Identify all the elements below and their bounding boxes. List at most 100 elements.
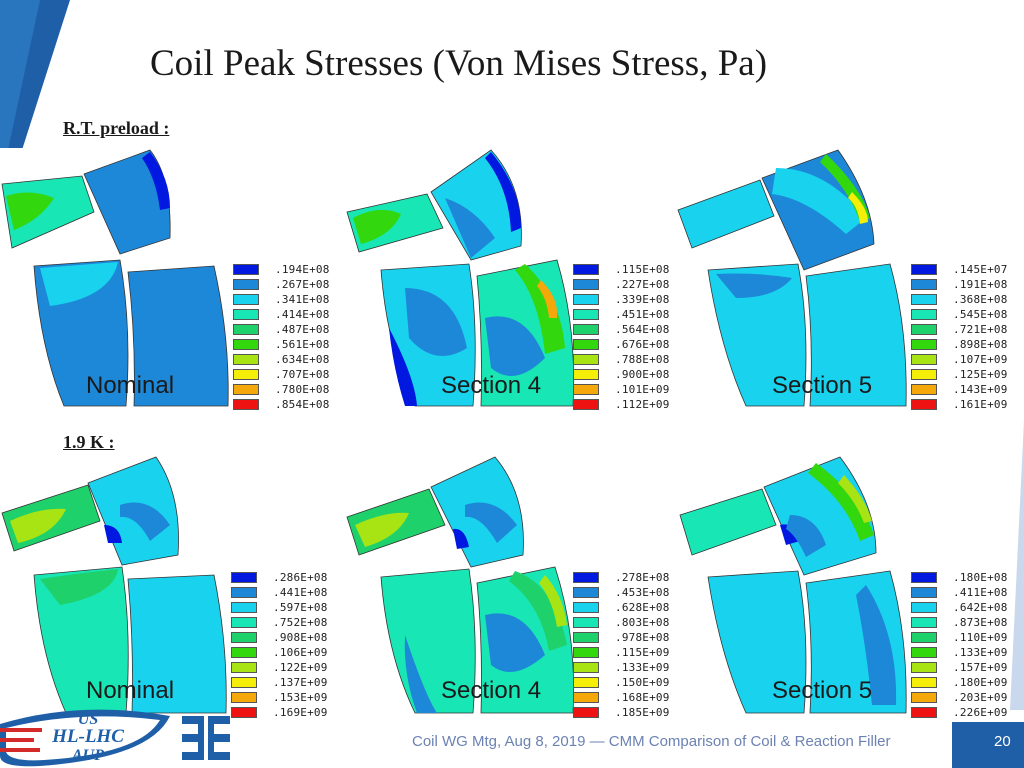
legend-value: .414E+08 — [275, 308, 330, 321]
legend-entry: .900E+08 — [573, 367, 693, 382]
legend-entry: .898E+08 — [911, 337, 1024, 352]
legend-value: .191E+08 — [953, 278, 1008, 291]
legend-entry: .107E+09 — [911, 352, 1024, 367]
legend-swatch — [233, 309, 259, 320]
stress-panel-rt-section-4: Section 4 .115E+08 .227E+08 .339E+08 .45… — [345, 148, 685, 413]
footer-text: Coil WG Mtg, Aug 8, 2019 — CMM Compariso… — [412, 733, 891, 750]
legend-value: .115E+08 — [615, 263, 670, 276]
legend-value: .180E+08 — [953, 571, 1008, 584]
legend-value: .185E+09 — [615, 706, 670, 719]
case-label: Nominal — [86, 677, 175, 704]
stress-contour-plot — [346, 149, 575, 407]
legend-entry: .150E+09 — [573, 675, 693, 690]
legend-swatch — [233, 324, 259, 335]
legend-value: .339E+08 — [615, 293, 670, 306]
slide-title: Coil Peak Stresses (Von Mises Stress, Pa… — [150, 43, 768, 84]
legend-swatch — [231, 677, 257, 688]
legend-value: .707E+08 — [275, 368, 330, 381]
corner-decoration — [0, 0, 70, 150]
legend-value: .194E+08 — [275, 263, 330, 276]
color-legend: .180E+08 .411E+08 .642E+08 .873E+08 .110… — [911, 570, 1024, 720]
legend-value: .721E+08 — [953, 323, 1008, 336]
legend-entry: .226E+09 — [911, 705, 1024, 720]
legend-swatch — [573, 384, 599, 395]
legend-swatch — [573, 677, 599, 688]
legend-entry: .157E+09 — [911, 660, 1024, 675]
legend-swatch — [911, 264, 937, 275]
stress-contour-plot — [677, 149, 907, 407]
legend-entry: .487E+08 — [233, 322, 353, 337]
legend-entry: .634E+08 — [233, 352, 353, 367]
right-edge-decoration — [1010, 420, 1024, 710]
legend-value: .153E+09 — [273, 691, 328, 704]
legend-entry: .267E+08 — [233, 277, 353, 292]
legend-entry: .873E+08 — [911, 615, 1024, 630]
legend-swatch — [911, 617, 937, 628]
case-label: Nominal — [86, 372, 175, 399]
legend-entry: .112E+09 — [573, 397, 693, 412]
legend-swatch — [573, 587, 599, 598]
legend-entry: .978E+08 — [573, 630, 693, 645]
legend-value: .676E+08 — [615, 338, 670, 351]
legend-entry: .803E+08 — [573, 615, 693, 630]
legend-value: .628E+08 — [615, 601, 670, 614]
legend-swatch — [911, 279, 937, 290]
legend-value: .873E+08 — [953, 616, 1008, 629]
legend-value: .780E+08 — [275, 383, 330, 396]
legend-entry: .191E+08 — [911, 277, 1024, 292]
legend-swatch — [233, 399, 259, 410]
legend-swatch — [573, 399, 599, 410]
legend-swatch — [231, 662, 257, 673]
legend-entry: .368E+08 — [911, 292, 1024, 307]
legend-swatch — [911, 294, 937, 305]
legend-entry: .133E+09 — [573, 660, 693, 675]
legend-value: .168E+09 — [615, 691, 670, 704]
legend-entry: .707E+08 — [233, 367, 353, 382]
case-label: Section 4 — [441, 677, 542, 704]
legend-swatch — [911, 662, 937, 673]
color-legend: .194E+08 .267E+08 .341E+08 .414E+08 .487… — [233, 262, 353, 412]
legend-entry: .180E+09 — [911, 675, 1024, 690]
stress-panel-rt-section-5: Section 5 .145E+07 .191E+08 .368E+08 .54… — [676, 148, 1016, 413]
legend-swatch — [233, 384, 259, 395]
legend-value: .106E+09 — [273, 646, 328, 659]
legend-swatch — [573, 617, 599, 628]
legend-value: .487E+08 — [275, 323, 330, 336]
legend-swatch — [911, 309, 937, 320]
legend-swatch — [231, 707, 257, 718]
stress-panel-rt-nominal: Nominal .194E+08 .267E+08 .341E+08 .414E… — [0, 148, 340, 413]
legend-value: .898E+08 — [953, 338, 1008, 351]
legend-entry: .133E+09 — [911, 645, 1024, 660]
legend-swatch — [911, 632, 937, 643]
legend-entry: .153E+09 — [231, 690, 351, 705]
legend-swatch — [911, 354, 937, 365]
legend-entry: .168E+09 — [573, 690, 693, 705]
legend-swatch — [573, 309, 599, 320]
legend-entry: .143E+09 — [911, 382, 1024, 397]
legend-swatch — [573, 369, 599, 380]
legend-swatch — [573, 339, 599, 350]
legend-swatch — [911, 677, 937, 688]
legend-entry: .115E+08 — [573, 262, 693, 277]
legend-value: .441E+08 — [273, 586, 328, 599]
legend-entry: .908E+08 — [231, 630, 351, 645]
legend-entry: .194E+08 — [233, 262, 353, 277]
color-legend: .286E+08 .441E+08 .597E+08 .752E+08 .908… — [231, 570, 351, 720]
page-number: 20 — [994, 733, 1011, 750]
legend-value: .227E+08 — [615, 278, 670, 291]
stress-contour-plot — [679, 456, 907, 714]
color-legend: .115E+08 .227E+08 .339E+08 .451E+08 .564… — [573, 262, 693, 412]
legend-value: .226E+09 — [953, 706, 1008, 719]
legend-entry: .676E+08 — [573, 337, 693, 352]
legend-swatch — [231, 647, 257, 658]
legend-swatch — [231, 587, 257, 598]
legend-entry: .145E+07 — [911, 262, 1024, 277]
case-label: Section 4 — [441, 372, 542, 399]
legend-entry: .227E+08 — [573, 277, 693, 292]
legend-value: .145E+07 — [953, 263, 1008, 276]
legend-entry: .341E+08 — [233, 292, 353, 307]
legend-value: .545E+08 — [953, 308, 1008, 321]
legend-entry: .561E+08 — [233, 337, 353, 352]
legend-value: .267E+08 — [275, 278, 330, 291]
legend-swatch — [573, 647, 599, 658]
